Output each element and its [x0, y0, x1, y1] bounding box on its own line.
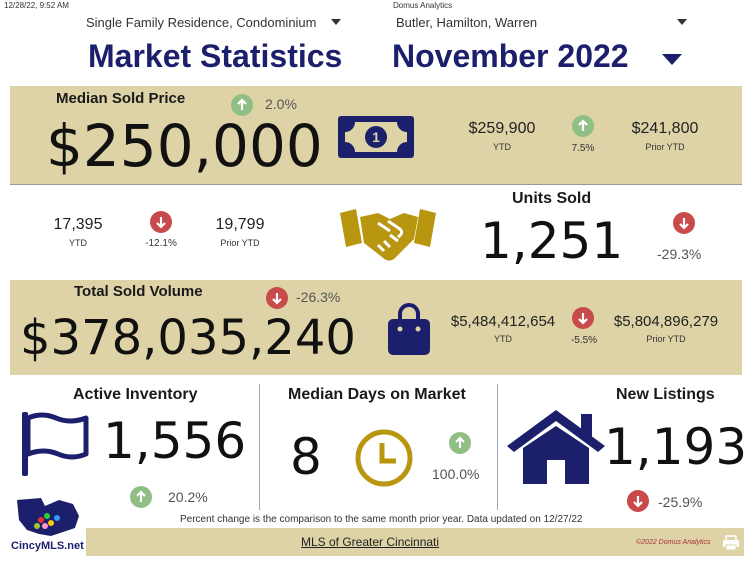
timestamp: 12/28/22, 9:52 AM	[4, 1, 69, 10]
shopping-bag-icon	[386, 302, 432, 356]
month-value: November 2022	[392, 38, 629, 74]
volume-ytd-label: YTD	[494, 334, 512, 344]
print-icon[interactable]	[722, 535, 740, 551]
median-price-value: $250,000	[46, 112, 323, 180]
median-price-change: 2.0%	[265, 96, 297, 112]
days-on-market-label: Median Days on Market	[288, 386, 466, 403]
footer-bar	[86, 528, 744, 556]
arrow-down-icon	[150, 211, 172, 233]
divider	[259, 384, 260, 510]
property-type-value: Single Family Residence, Condominium	[86, 15, 317, 30]
arrow-up-icon	[130, 486, 152, 508]
units-ytd: 17,395	[53, 216, 103, 233]
units-ytd-label: YTD	[69, 238, 87, 248]
units-value: 1,251	[480, 212, 624, 270]
units-prior-label: Prior YTD	[220, 238, 260, 248]
units-ytd-change: -12.1%	[145, 238, 177, 249]
new-listings-label: New Listings	[616, 386, 715, 403]
house-icon	[505, 406, 607, 486]
volume-ytd-change: -5.5%	[570, 335, 598, 346]
units-prior: 19,799	[215, 216, 265, 233]
median-price-ytd-change: 7.5%	[571, 143, 595, 154]
region-dropdown[interactable]: Butler, Hamilton, Warren	[396, 14, 688, 32]
active-inventory-change: 20.2%	[168, 489, 208, 505]
arrow-up-icon	[231, 94, 253, 116]
arrow-up-icon	[449, 432, 471, 454]
arrow-down-icon	[572, 307, 594, 329]
volume-ytd: $5,484,412,654	[450, 313, 556, 330]
median-price-ytd: $259,900	[468, 120, 536, 137]
handshake-icon	[338, 203, 438, 263]
footer-note: Percent change is the comparison to the …	[180, 514, 583, 525]
median-price-prior-label: Prior YTD	[645, 142, 685, 152]
units-label: Units Sold	[512, 190, 592, 207]
arrow-down-icon	[627, 490, 649, 512]
property-type-dropdown[interactable]: Single Family Residence, Condominium	[86, 14, 346, 32]
clock-icon	[354, 428, 414, 488]
arrow-down-icon	[266, 287, 288, 309]
days-on-market-change: 100.0%	[432, 466, 480, 482]
arrow-down-icon	[673, 212, 695, 234]
mls-link[interactable]: MLS of Greater Cincinnati	[301, 535, 440, 549]
arrow-up-icon	[572, 115, 594, 137]
active-inventory-label: Active Inventory	[73, 386, 198, 403]
volume-prior-label: Prior YTD	[646, 334, 686, 344]
volume-panel	[10, 280, 742, 375]
new-listings-value: 1,193	[604, 418, 748, 476]
median-price-prior: $241,800	[631, 120, 699, 137]
active-inventory-value: 1,556	[103, 412, 247, 470]
logo-text: CincyMLS.net	[11, 540, 84, 552]
volume-prior: $5,804,896,279	[613, 313, 719, 330]
units-change: -29.3%	[657, 246, 702, 262]
divider	[497, 384, 498, 510]
volume-label: Total Sold Volume	[74, 283, 203, 300]
days-on-market-value: 8	[290, 428, 322, 486]
chevron-down-icon	[662, 54, 682, 65]
month-dropdown[interactable]: November 2022	[392, 38, 692, 78]
flag-icon	[20, 410, 90, 476]
chevron-down-icon	[331, 19, 341, 25]
copyright: ©2022 Domus Analytics	[636, 539, 711, 546]
cincymls-logo: CincyMLS.net	[11, 496, 85, 554]
page-title: Market Statistics	[88, 38, 343, 74]
volume-change: -26.3%	[296, 289, 341, 305]
region-value: Butler, Hamilton, Warren	[396, 15, 538, 30]
chevron-down-icon	[677, 19, 687, 25]
volume-value: $378,035,240	[20, 310, 356, 366]
money-icon: 1	[336, 113, 416, 161]
median-price-ytd-label: YTD	[493, 142, 511, 152]
new-listings-change: -25.9%	[658, 494, 703, 510]
median-price-label: Median Sold Price	[56, 90, 186, 107]
svg-text:1: 1	[372, 129, 380, 145]
source-label: Domus Analytics	[393, 1, 453, 10]
